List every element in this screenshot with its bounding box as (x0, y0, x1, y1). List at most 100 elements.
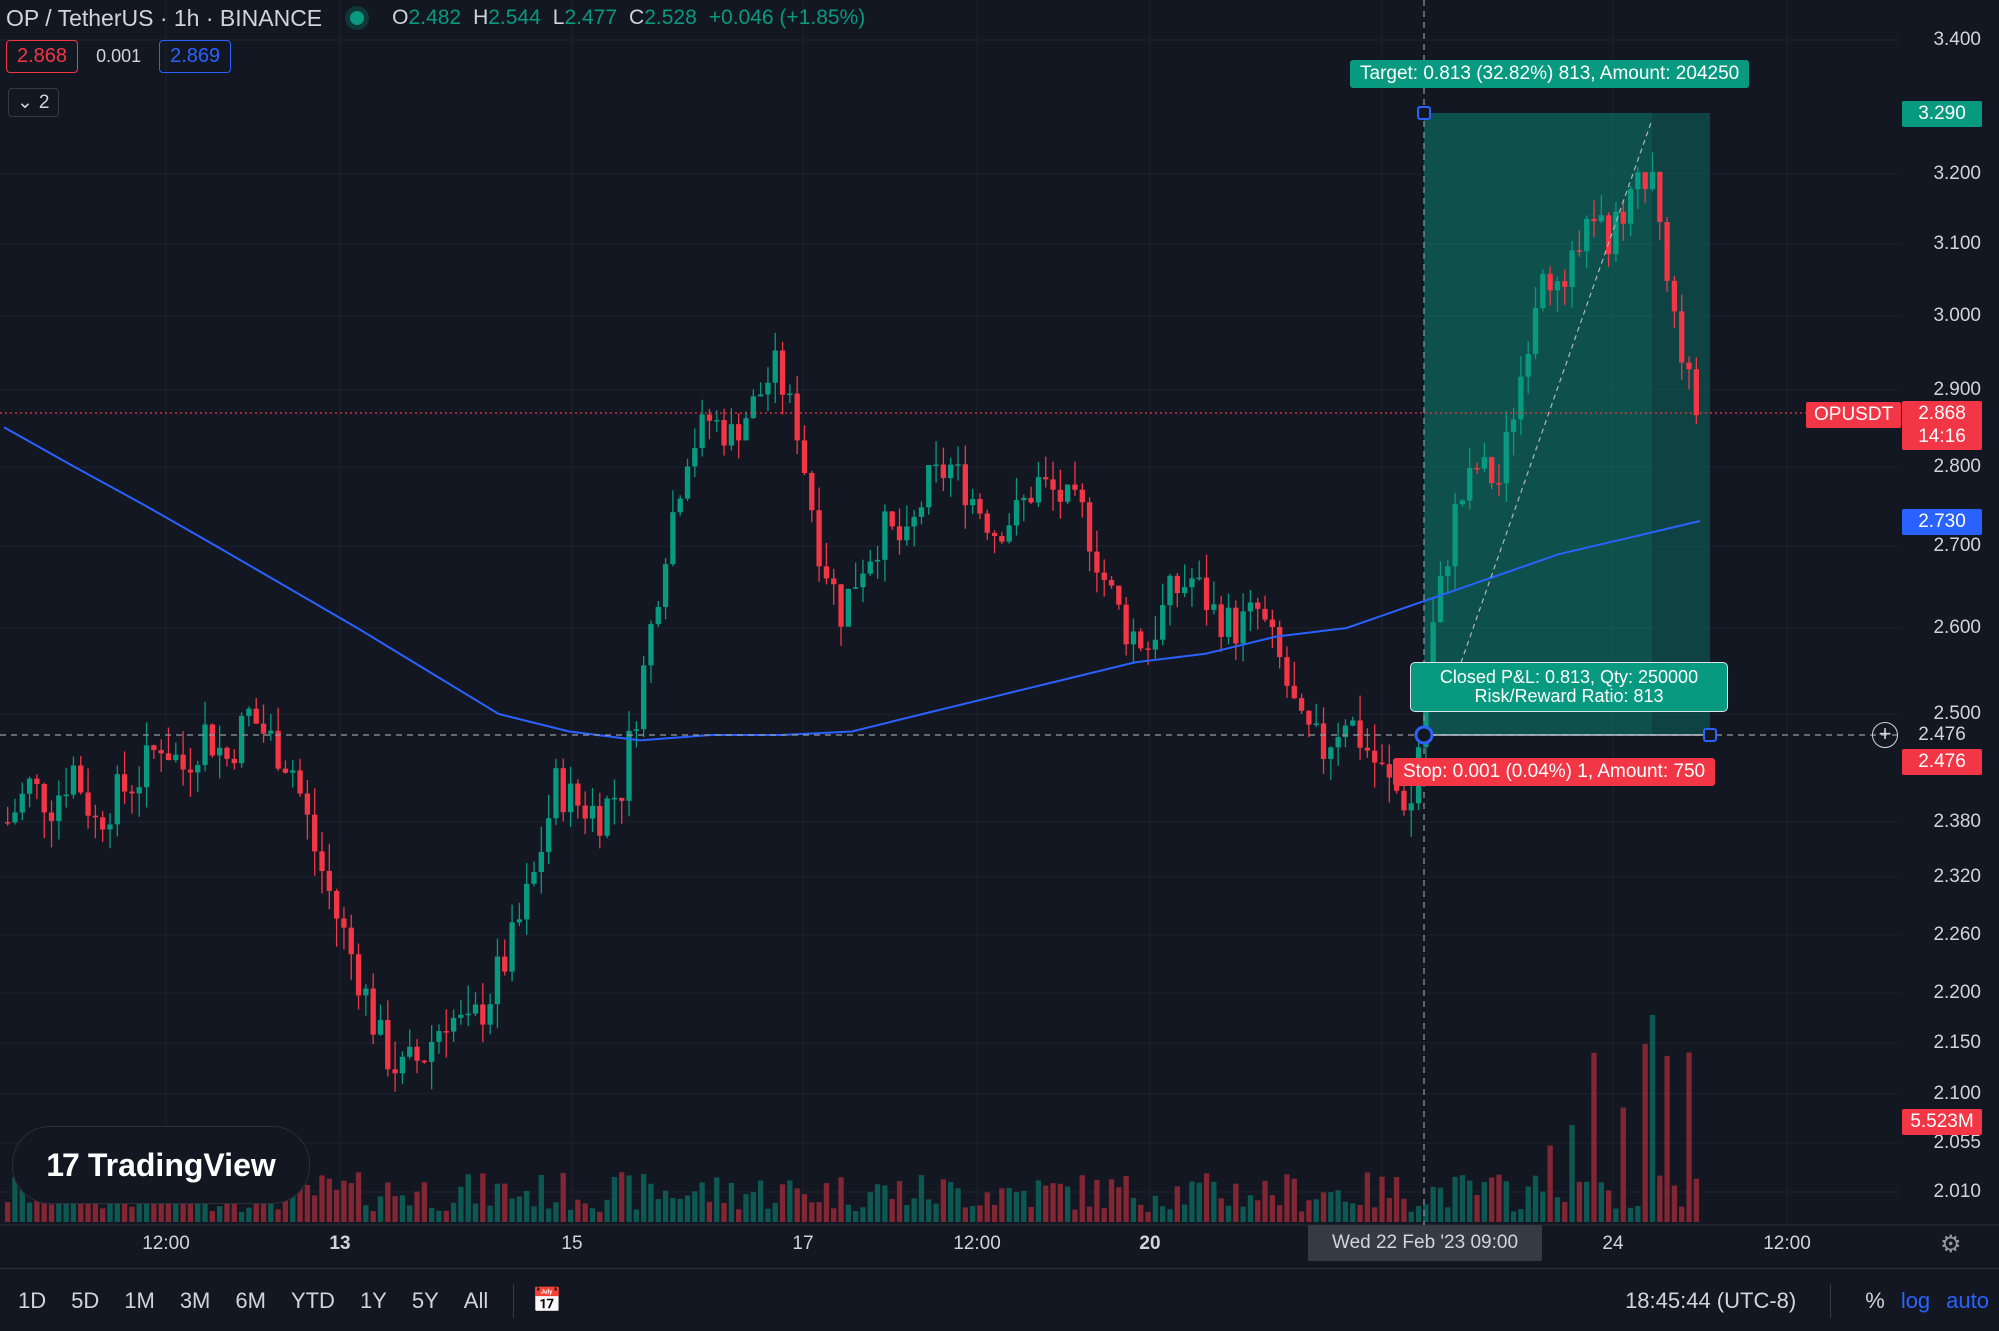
candle-body (911, 516, 917, 527)
range-ytd[interactable]: YTD (290, 1287, 335, 1313)
range-6m[interactable]: 6M (235, 1287, 266, 1313)
calendar-range-icon[interactable]: 📅 (532, 1287, 563, 1314)
volume-bar (187, 1201, 194, 1222)
volume-bar (319, 1175, 325, 1222)
candle-body (1152, 639, 1159, 650)
candle-body (1145, 648, 1151, 650)
gear-icon[interactable]: ⚙ (1940, 1231, 1962, 1258)
volume-bar (524, 1190, 530, 1222)
volume-bar (911, 1198, 917, 1222)
volume-bar (1372, 1207, 1378, 1222)
candle-body (1642, 172, 1648, 189)
price-axis[interactable]: 3.400 3.200 3.100 3.000 2.900 2.800 2.700 2.600… (1905, 0, 1999, 1265)
volume-tag: 5.523M (1902, 1109, 1982, 1135)
price-tick: 2.055 (1933, 1132, 1981, 1153)
volume-bar (312, 1195, 318, 1222)
volume-bar (1489, 1177, 1495, 1222)
indicators-collapse-button[interactable]: ⌄ 2 (8, 88, 59, 117)
range-1d[interactable]: 1D (18, 1287, 47, 1313)
candle-body (1225, 607, 1232, 637)
candle-body (1079, 489, 1085, 503)
candle-body (129, 791, 135, 794)
candle-body (750, 396, 756, 419)
candle-body (502, 956, 508, 972)
stop-label[interactable]: Stop: 0.001 (0.04%) 1, Amount: 750 (1393, 758, 1716, 786)
volume-bar (1255, 1200, 1261, 1222)
candle-body (1181, 587, 1188, 594)
candle-body (948, 464, 954, 479)
candle-body (560, 768, 566, 813)
candle-body (319, 851, 325, 871)
candle-body (1072, 484, 1078, 490)
volume-bar (217, 1206, 223, 1222)
target-label[interactable]: Target: 0.813 (32.82%) 813, Amount: 2042… (1350, 60, 1750, 88)
plus-circle-icon[interactable]: + (1872, 722, 1898, 748)
candle-body (443, 1031, 449, 1033)
volume-bar (1445, 1207, 1451, 1222)
volume-bar (816, 1202, 822, 1222)
spread-value: 0.001 (96, 46, 142, 66)
volume-bar (1510, 1211, 1517, 1222)
sell-button[interactable]: 2.868 (6, 40, 79, 73)
volume-bar (414, 1191, 420, 1222)
candle-body (816, 510, 822, 567)
range-5y[interactable]: 5Y (411, 1287, 439, 1313)
pnl-summary-box[interactable]: Closed P&L: 0.813, Qty: 250000 Risk/Rewa… (1410, 662, 1728, 712)
volume-bar (882, 1185, 888, 1222)
volume-bar (502, 1183, 508, 1222)
candle-body (597, 806, 603, 836)
candle-body (1065, 484, 1071, 502)
price-tick: 2.380 (1933, 811, 1981, 832)
price-chart[interactable] (0, 0, 1999, 1265)
volume-bar (838, 1177, 844, 1222)
auto-scale-toggle[interactable]: auto (1946, 1287, 1989, 1313)
volume-bar (224, 1192, 230, 1222)
symbol-title[interactable]: OP / TetherUS · 1h · BINANCE (6, 4, 323, 31)
buy-button[interactable]: 2.869 (159, 40, 232, 73)
volume-bar (809, 1202, 815, 1222)
candle-body (926, 465, 932, 508)
volume-bar (684, 1195, 691, 1222)
candle-body (487, 1004, 493, 1025)
range-5d[interactable]: 5D (71, 1287, 100, 1313)
volume-bar (889, 1198, 895, 1222)
candle-body (655, 606, 661, 625)
volume-bar (399, 1195, 406, 1222)
volume-bar (1503, 1181, 1509, 1222)
candle-body (874, 559, 881, 562)
volume-bar (1298, 1211, 1305, 1222)
target-price-tag: 3.290 (1902, 101, 1982, 127)
volume-bar (1079, 1175, 1085, 1222)
timezone-clock[interactable]: 18:45:44 (UTC-8) (1625, 1287, 1797, 1313)
candle-body (70, 765, 77, 795)
volume-bar (1174, 1186, 1180, 1222)
range-1y[interactable]: 1Y (359, 1287, 387, 1313)
candle-body (1174, 575, 1180, 594)
candle-body (85, 792, 91, 816)
candle-body (1313, 723, 1319, 725)
ohlc-key: C (629, 6, 645, 29)
candle-body (765, 382, 771, 395)
candle-body (399, 1056, 406, 1074)
tradingview-logo[interactable]: 17 TradingView (12, 1126, 310, 1204)
percent-scale-toggle[interactable]: % (1865, 1287, 1885, 1313)
volume-bar (589, 1208, 596, 1222)
volume-bar (714, 1177, 720, 1222)
candle-body (1423, 686, 1429, 748)
candle-body (1021, 497, 1027, 501)
volume-bar (494, 1183, 501, 1222)
range-3m[interactable]: 3M (179, 1287, 211, 1313)
log-scale-toggle[interactable]: log (1900, 1287, 1931, 1313)
volume-bar (1065, 1186, 1071, 1222)
range-1m[interactable]: 1M (124, 1287, 155, 1313)
volume-bar (874, 1184, 881, 1222)
volume-bar (787, 1180, 793, 1222)
volume-bar (1108, 1179, 1115, 1222)
candle-body (297, 770, 303, 794)
candle-body (26, 778, 33, 794)
candle-body (1620, 211, 1626, 224)
candle-body (19, 793, 25, 813)
volume-bar (1686, 1052, 1692, 1222)
candle-body (1306, 710, 1312, 725)
range-all[interactable]: All (463, 1287, 489, 1313)
